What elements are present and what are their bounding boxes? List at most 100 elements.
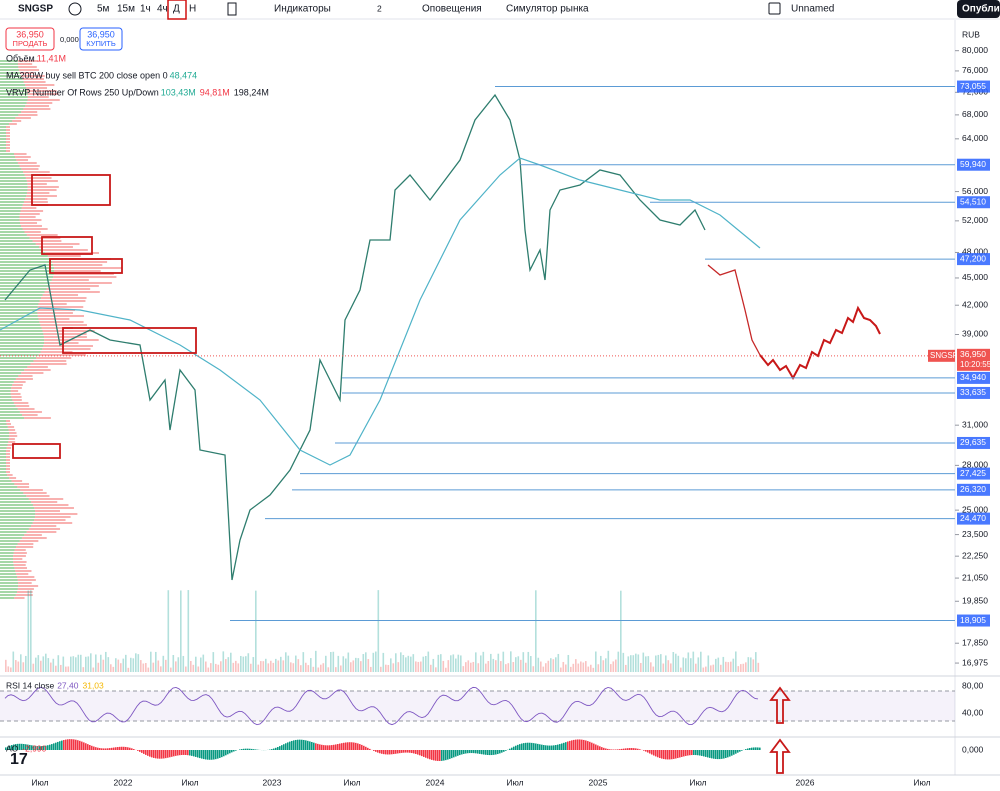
ao-bar [585, 740, 587, 750]
moving-average [0, 157, 761, 466]
ao-bar [547, 745, 549, 750]
layout-name[interactable]: Unnamed [791, 4, 834, 15]
volume-bar [152, 662, 155, 672]
volume-bar [500, 661, 502, 672]
ao-bar [383, 750, 385, 755]
volume-profile-up [0, 324, 41, 326]
ao-bar [331, 745, 333, 750]
volume-bar [700, 651, 702, 672]
ao-bar [7, 746, 9, 750]
price-tick-label: 80,000 [962, 45, 988, 55]
volume-bar [195, 656, 197, 672]
volume-bar [375, 651, 377, 672]
publish-button[interactable] [957, 0, 1000, 18]
volume-bar [467, 660, 470, 672]
volume-bar [462, 666, 465, 672]
volume-bar [387, 664, 390, 672]
publish-label[interactable]: Опублик [962, 3, 1000, 15]
ao-bar [243, 748, 245, 750]
volume-bar [705, 666, 707, 672]
volume-profile-down [51, 279, 89, 281]
ao-bar [95, 747, 97, 750]
add-symbol-icon[interactable] [68, 2, 82, 16]
level-label: 26,320 [960, 484, 986, 494]
ao-bar [215, 750, 217, 760]
indicators-button[interactable]: Индикаторы [274, 4, 331, 15]
volume-bar [67, 666, 70, 672]
volume-profile-down [17, 591, 33, 593]
sell-button[interactable] [5, 27, 55, 51]
volume-profile-up [0, 300, 40, 302]
volume-profile-down [28, 528, 61, 530]
chart-type-icon[interactable] [227, 2, 237, 16]
ao-bar [515, 745, 517, 750]
volume-bar [310, 658, 312, 672]
volume-profile-up [0, 333, 44, 335]
ao-bar [447, 750, 449, 760]
interval-button[interactable]: 1ч [140, 4, 151, 15]
arrow [769, 738, 791, 774]
ao-bar [41, 746, 43, 750]
ao-bar [577, 739, 579, 750]
buy-label: КУПИТЬ [86, 39, 116, 48]
volume-bar [222, 651, 225, 672]
symbol[interactable]: SNGSP [18, 4, 53, 15]
volume-bar [635, 653, 637, 672]
volume-profile-down [6, 135, 10, 137]
replay-button[interactable]: Симулятор рынка [506, 4, 589, 15]
ao-bar [401, 750, 403, 753]
ao-bar [701, 750, 703, 756]
volume-bar [632, 655, 635, 672]
volume-profile-down [21, 207, 37, 209]
time-label: Июл [506, 777, 523, 787]
volume-bar [405, 657, 407, 672]
volume-profile-down [17, 408, 35, 410]
ao-bar [27, 744, 29, 750]
volume-profile-up [0, 165, 20, 167]
volume-profile-up [0, 327, 42, 329]
checkbox[interactable] [768, 2, 781, 15]
time-label: Июл [181, 777, 198, 787]
volume-profile-up [0, 177, 26, 179]
volume-bar [267, 663, 270, 672]
ao-bar [569, 740, 571, 750]
volume-profile-up [0, 411, 20, 413]
ao-bar [517, 744, 519, 750]
interval-button[interactable]: 5м [97, 4, 110, 15]
ao-bar [247, 748, 249, 750]
interval-button[interactable]: Д [173, 4, 180, 15]
volume-bar [477, 663, 480, 672]
volume-bar [257, 664, 260, 672]
volume-profile-down [26, 531, 57, 533]
volume-bar [30, 590, 32, 672]
volume-profile-up [0, 69, 19, 71]
alerts-button[interactable]: Оповещения [422, 4, 482, 15]
interval-button[interactable]: 4ч [157, 4, 168, 15]
volume-profile-down [13, 561, 27, 563]
volume-profile-up [0, 588, 18, 590]
interval-button[interactable]: Н [189, 4, 196, 15]
volume-profile-down [6, 456, 10, 458]
volume-profile-down [28, 498, 64, 500]
volume-profile-down [27, 96, 49, 98]
volume-profile-down [8, 441, 16, 443]
ao-bar [489, 750, 491, 756]
ao-tick: 0,000 [962, 744, 984, 754]
templates-badge[interactable]: 2 [377, 3, 382, 13]
ao-bar [253, 749, 255, 750]
ao-bar [551, 745, 553, 750]
level-label: 47,200 [960, 253, 986, 263]
buy-button[interactable] [79, 27, 123, 51]
ao-bar [415, 750, 417, 754]
interval-button[interactable]: 15м [117, 4, 135, 15]
volume-profile-up [0, 507, 35, 509]
price-tick-label: 76,000 [962, 65, 988, 75]
volume-profile-down [27, 183, 47, 185]
ao-bar [319, 744, 321, 750]
ao-bar [619, 749, 621, 750]
volume-profile-down [35, 510, 60, 512]
volume-bar [270, 660, 272, 672]
ao-bar [61, 740, 63, 750]
volume-profile-down [36, 357, 72, 359]
last-price-label: 36,950 [960, 349, 986, 359]
